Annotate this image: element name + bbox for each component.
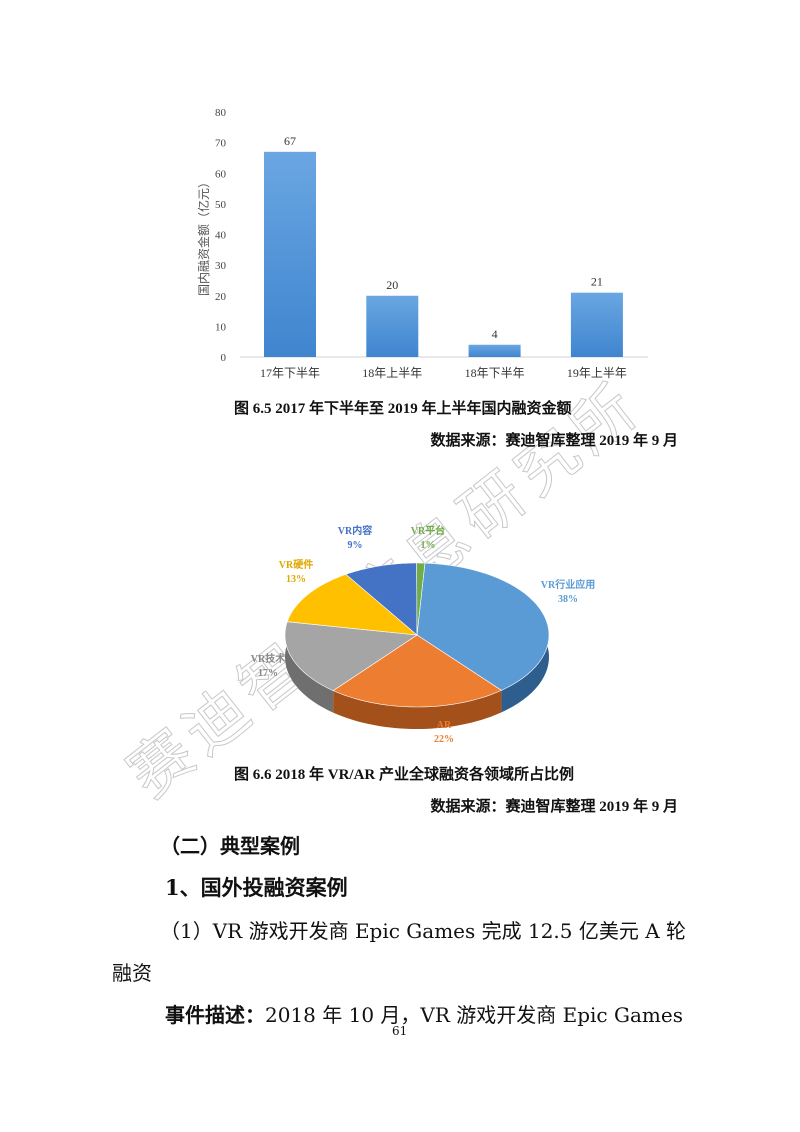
pie-slice xyxy=(286,573,418,636)
figure-6-6-caption: 图 6.6 2018 年 VR/AR 产业全球融资各领域所占比例 xyxy=(234,767,574,783)
page-number: 61 xyxy=(392,1024,408,1038)
subsection-heading: 1、国外投融资案例 xyxy=(165,875,348,900)
bar-chart: 0 10 20 30 40 50 60 70 80 67 20 4 21 17年下半年 18年上半年 18… xyxy=(196,107,648,380)
y-tick-label: 20 xyxy=(215,291,227,303)
pie-slice xyxy=(332,634,503,708)
event-text: 2018 年 10 月，VR 游戏开发商 Epic Games xyxy=(265,1003,683,1027)
pie-slice-label: VR硬件 xyxy=(279,558,313,571)
y-tick-label: 50 xyxy=(215,199,227,211)
bar xyxy=(264,151,316,357)
y-tick-label: 80 xyxy=(215,107,227,119)
bar-data-label: 21 xyxy=(591,275,603,289)
pie-slice xyxy=(416,562,550,691)
y-tick-label: 30 xyxy=(215,260,227,272)
event-description: 事件描述：2018 年 10 月，VR 游戏开发商 Epic Games xyxy=(165,999,683,1028)
y-tick-label: 40 xyxy=(215,230,227,242)
bar-data-label: 4 xyxy=(492,327,498,341)
pie-chart: VR行业应用 38% AR 22% VR技术 17% VR硬件 13% VR内容 9% VR平台 1% xyxy=(251,524,595,745)
pie-slice-percent: 9% xyxy=(348,540,363,551)
pie-slice xyxy=(284,621,418,691)
pie-slice-side xyxy=(333,690,502,729)
pie-slice-label: VR平台 xyxy=(411,524,445,537)
event-label: 事件描述： xyxy=(165,1003,265,1027)
figure-6-6-source: 数据来源：赛迪智库整理 2019 年 9 月 xyxy=(430,799,678,815)
pie-slice-label: VR技术 xyxy=(251,652,285,665)
section-heading: （二）典型案例 xyxy=(160,834,300,858)
y-tick-label: 60 xyxy=(215,168,227,180)
figure-6-5-caption: 图 6.5 2017 年下半年至 2019 年上半年国内融资金额 xyxy=(234,401,572,417)
figure-6-5-source: 数据来源：赛迪智库整理 2019 年 9 月 xyxy=(430,433,678,449)
bar-data-label: 67 xyxy=(284,134,296,148)
x-tick-label: 18年下半年 xyxy=(465,366,525,380)
pie-slice-side xyxy=(285,621,334,713)
pie-slice-label: VR行业应用 xyxy=(541,578,595,591)
case-title-line2: 融资 xyxy=(112,961,152,985)
pie-slice-label: VR内容 xyxy=(338,524,372,537)
x-tick-label: 19年上半年 xyxy=(567,366,627,380)
y-axis-label: 国内融资金额（亿元） xyxy=(196,176,211,296)
y-tick-label: 10 xyxy=(215,321,227,333)
pie-slice-percent: 13% xyxy=(286,574,306,585)
y-tick-label: 70 xyxy=(215,138,227,150)
pie-slice-percent: 22% xyxy=(434,734,454,745)
bar-data-label: 20 xyxy=(386,278,398,292)
bar xyxy=(468,344,521,357)
x-tick-label: 17年下半年 xyxy=(260,366,320,380)
pie-slice-percent: 38% xyxy=(558,594,578,605)
pie-slice-label: AR xyxy=(437,720,452,731)
pie-slice-percent: 17% xyxy=(258,668,278,679)
pie-slice-percent: 1% xyxy=(421,540,436,551)
x-tick-label: 18年上半年 xyxy=(362,366,422,380)
pie-slice xyxy=(416,562,426,636)
bar xyxy=(570,292,623,357)
bar xyxy=(366,295,419,357)
y-tick-label: 0 xyxy=(221,352,227,364)
case-title-line1: （1）VR 游戏开发商 Epic Games 完成 12.5 亿美元 A 轮 xyxy=(160,919,687,943)
pie-slice xyxy=(345,562,418,636)
